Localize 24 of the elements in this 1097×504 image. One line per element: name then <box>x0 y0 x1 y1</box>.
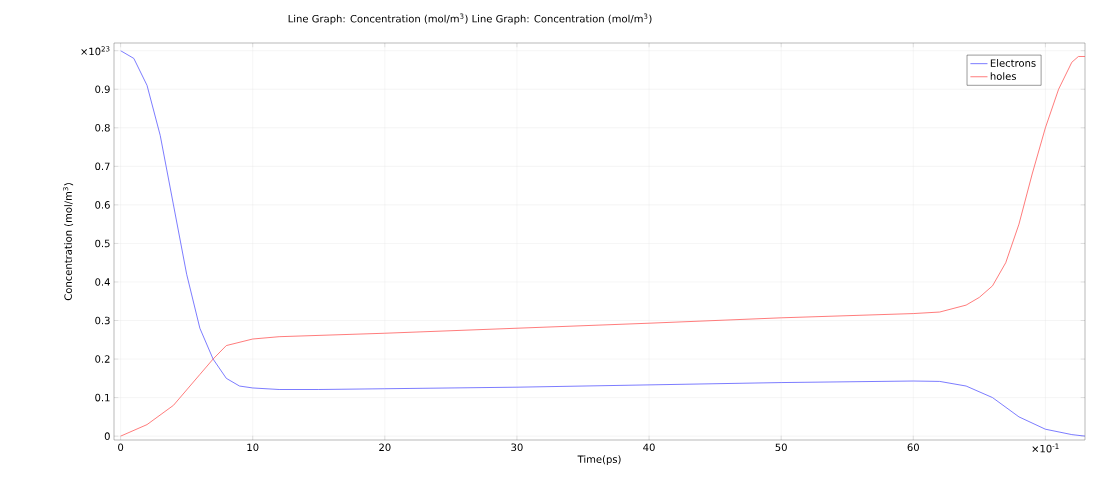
legend-label: holes <box>990 72 1016 80</box>
y-tick-label: 0.3 <box>95 316 110 325</box>
x-tick-label: 40 <box>643 443 655 452</box>
x-tick-label: ×10$^{-1}$ <box>1032 443 1059 453</box>
x-tick-label: 10 <box>247 443 259 452</box>
y-tick-label: 0.1 <box>95 393 110 402</box>
y-tick-label: 0.2 <box>95 355 110 363</box>
x-tick-label: 20 <box>379 443 391 452</box>
x-tick-label: 0 <box>118 443 124 452</box>
y-tick-label: 0.4 <box>95 278 110 286</box>
chart-title: Line Graph: Concentration (mol/m$^{3}$) Line Graph: Concentration (mol/m$^{3}$) <box>288 13 652 25</box>
y-tick-label: 0 <box>104 432 110 440</box>
y-axis-title: Concentration (mol/m$^{3}$) <box>62 183 74 301</box>
x-tick-label: 30 <box>511 443 523 452</box>
y-tick-label: 0.6 <box>95 201 110 209</box>
y-tick-label: 0.5 <box>95 239 110 248</box>
y-tick-label: 0.8 <box>95 124 110 132</box>
y-tick-label: 0.9 <box>95 85 110 94</box>
x-tick-label: 60 <box>907 443 919 452</box>
x-axis-title: Time(ps) <box>577 455 621 465</box>
y-tick-label: 0.7 <box>95 162 110 171</box>
y-tick-label: ×10$^{23}$ <box>81 46 110 56</box>
x-tick-label: 50 <box>775 443 787 452</box>
legend-label: Electrons <box>990 59 1036 67</box>
